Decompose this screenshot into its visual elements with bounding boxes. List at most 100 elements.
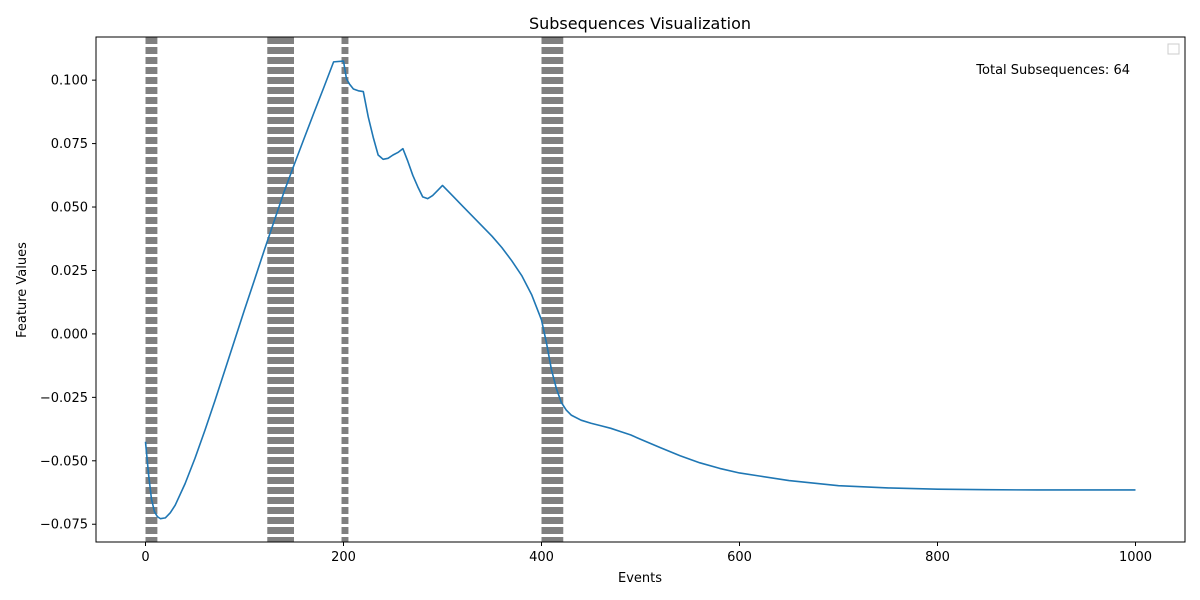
band-segment xyxy=(267,467,294,474)
band-segment xyxy=(145,507,158,514)
band-segment xyxy=(541,487,564,494)
band-segment xyxy=(267,97,294,104)
band-segment xyxy=(267,67,294,74)
band-segment xyxy=(267,437,294,444)
band-segment xyxy=(145,277,158,284)
band-segment xyxy=(267,327,294,334)
band-segment xyxy=(541,237,564,244)
x-tick-label: 0 xyxy=(141,550,149,565)
band-segment xyxy=(541,297,564,304)
band-segment xyxy=(267,277,294,284)
y-tick-label: −0.025 xyxy=(40,391,88,406)
band-segment xyxy=(145,287,158,294)
band-segment xyxy=(267,507,294,514)
subsequence-band xyxy=(267,37,294,542)
x-axis-label: Events xyxy=(618,571,662,586)
band-segment xyxy=(145,127,158,134)
band-segment xyxy=(341,297,349,304)
band-segment xyxy=(145,447,158,454)
band-segment xyxy=(267,387,294,394)
band-segment xyxy=(541,407,564,414)
band-segment xyxy=(341,277,349,284)
band-segment xyxy=(341,267,349,274)
band-segment xyxy=(145,237,158,244)
band-segment xyxy=(341,37,349,44)
band-segment xyxy=(267,187,294,194)
x-tick-label: 400 xyxy=(529,550,554,565)
band-segment xyxy=(341,517,349,524)
band-segment xyxy=(541,447,564,454)
band-segment xyxy=(145,317,158,324)
band-segment xyxy=(541,387,564,394)
band-segment xyxy=(267,87,294,94)
band-segment xyxy=(341,177,349,184)
band-segment xyxy=(145,207,158,214)
band-segment xyxy=(341,197,349,204)
y-axis-label: Feature Values xyxy=(15,242,30,338)
x-axis-ticks: 0 200 400 600 800 1000 xyxy=(141,542,1152,565)
band-segment xyxy=(341,157,349,164)
band-segment xyxy=(341,467,349,474)
band-segment xyxy=(541,117,564,124)
band-segment xyxy=(541,437,564,444)
band-segment xyxy=(341,227,349,234)
band-segment xyxy=(341,147,349,154)
band-segment xyxy=(341,357,349,364)
band-segment xyxy=(145,37,158,44)
band-segment xyxy=(267,317,294,324)
y-tick-label: 0.100 xyxy=(51,74,88,89)
band-segment xyxy=(541,257,564,264)
band-segment xyxy=(267,217,294,224)
band-segment xyxy=(341,477,349,484)
band-segment xyxy=(341,437,349,444)
band-segment xyxy=(341,387,349,394)
band-segment xyxy=(541,427,564,434)
band-segment xyxy=(541,217,564,224)
x-tick-label: 200 xyxy=(331,550,356,565)
band-segment xyxy=(267,147,294,154)
band-segment xyxy=(541,47,564,54)
band-segment xyxy=(145,477,158,484)
band-segment xyxy=(267,257,294,264)
series-layer xyxy=(144,60,1136,520)
band-segment xyxy=(341,377,349,384)
band-segment xyxy=(541,307,564,314)
subsequence-band xyxy=(145,37,158,542)
band-segment xyxy=(541,197,564,204)
band-segment xyxy=(541,397,564,404)
band-segment xyxy=(145,467,158,474)
band-segment xyxy=(341,397,349,404)
band-segment xyxy=(145,157,158,164)
band-segment xyxy=(145,417,158,424)
subsequence-band xyxy=(541,37,564,542)
plot-area xyxy=(144,37,1136,542)
band-segment xyxy=(341,307,349,314)
band-segment xyxy=(145,337,158,344)
band-segment xyxy=(267,487,294,494)
band-segment xyxy=(145,347,158,354)
band-segment xyxy=(541,537,564,542)
band-segment xyxy=(145,227,158,234)
band-segment xyxy=(267,107,294,114)
band-segment xyxy=(267,207,294,214)
band-segment xyxy=(541,317,564,324)
band-segment xyxy=(267,297,294,304)
band-segment xyxy=(541,127,564,134)
band-segment xyxy=(341,137,349,144)
band-segment xyxy=(145,397,158,404)
band-segment xyxy=(341,317,349,324)
band-segment xyxy=(341,117,349,124)
band-segment xyxy=(145,307,158,314)
band-segment xyxy=(341,407,349,414)
band-segment xyxy=(267,37,294,44)
band-segment xyxy=(267,447,294,454)
band-segment xyxy=(145,327,158,334)
band-segment xyxy=(145,367,158,374)
band-segment xyxy=(541,227,564,234)
band-segment xyxy=(145,67,158,74)
band-segment xyxy=(541,97,564,104)
band-segment xyxy=(541,377,564,384)
band-segment xyxy=(267,57,294,64)
band-segment xyxy=(145,457,158,464)
band-segment xyxy=(341,87,349,94)
